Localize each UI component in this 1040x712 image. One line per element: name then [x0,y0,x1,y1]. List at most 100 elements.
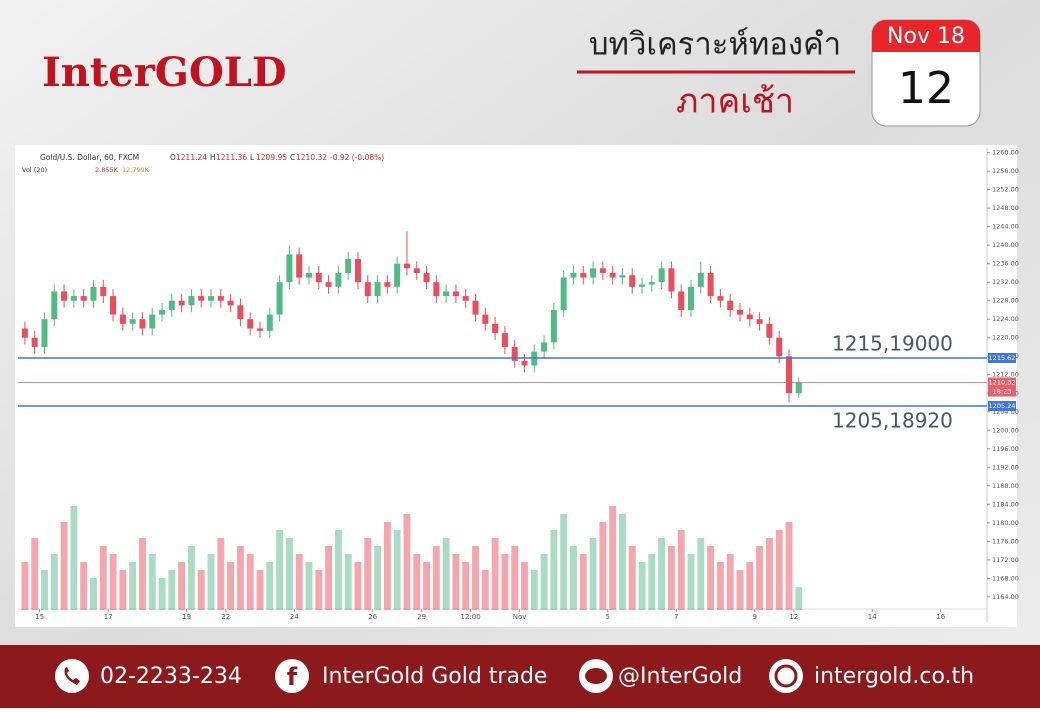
candle-body [237,305,244,320]
volume-bar [70,506,78,610]
volume-bar [393,530,401,610]
candle-body [149,314,156,329]
volume-bar [746,562,754,610]
candle-body [100,286,107,297]
volume-bar [677,530,685,610]
candle-body [560,277,567,310]
facebook: InterGold Gold trade [322,664,547,689]
volume-bar [119,570,127,610]
volume-bar [452,554,460,610]
candle-body [80,296,87,301]
volume-bar [491,538,499,610]
volume-bar [628,546,636,610]
footer-band [0,645,1040,708]
candle-body [688,286,695,310]
candle-body [41,319,48,347]
candle-body [178,300,185,306]
candle-body [188,296,195,306]
candle-body [668,268,675,292]
subtitle: ภาคเช้า [676,82,794,122]
volume-bar [403,514,411,610]
candle-body [51,291,58,320]
volume-bar [305,562,313,610]
volume-bar [668,546,675,610]
candle-body [756,319,763,324]
volume-bar [570,546,577,610]
facebook-icon [275,659,309,693]
candle-body [384,282,391,287]
ohlc-value: 1209.95 [256,153,287,162]
x-tick-label: 5 [606,613,610,621]
ohlc-key: L [250,153,255,162]
volume-bar [364,538,372,610]
candle-body [159,309,166,315]
volume-bar [246,554,254,610]
candle-body [247,319,254,329]
ohlc-value: 1210.32 [296,153,327,162]
y-tick-label: 1196.00 [992,445,1019,453]
volume-bar [374,546,381,610]
volume-bar [521,562,528,610]
candle-body [580,272,587,278]
candle-body [413,268,420,273]
change: -0.92 (-0.08%) [330,153,384,162]
candle-body [599,268,606,273]
volume-bar [334,530,342,610]
volume-bar [472,546,479,610]
candle-body [717,296,724,301]
candle-body [501,333,508,347]
candle-body [374,282,381,297]
price-label: 1215.62 [989,354,1016,362]
web: intergold.co.th [814,664,974,689]
x-tick-label: 7 [674,613,678,621]
ohlc-key: O [170,153,176,162]
volume-bar [41,570,48,610]
x-tick-label: Nov [513,613,527,621]
price-label: 1210.32 [989,379,1016,387]
y-tick-label: 1164.00 [992,593,1019,601]
candle-body [129,319,136,324]
web-glyph [774,664,798,688]
volume-bar [609,506,617,610]
volume-bar [99,546,107,610]
volume-bar [560,514,568,610]
phone-glyph [64,667,80,685]
volume-bar [60,522,68,610]
volume-bar [207,554,215,610]
line-glyph [585,668,607,684]
volume-bar [168,570,176,610]
chart: 1164.00 1168.00 1172.00 1176.00 1180.00 1184.… [18,148,1019,622]
x-tick-label: 19 [182,613,191,621]
volume-bar [550,530,558,610]
volume-bar [266,562,274,610]
phone-icon [55,659,89,693]
candle-body [423,272,430,283]
y-tick-label: 1232.00 [992,278,1019,286]
y-tick-label: 1200.00 [992,426,1019,434]
volume-bar [423,562,430,610]
candle-body [345,259,352,273]
candle-body [305,272,312,278]
volume-bar [462,562,470,610]
candle-body [462,296,469,301]
candle-body [335,272,342,287]
x-tick-label: 16 [936,613,945,621]
calendar-band [872,20,980,52]
candle-body [766,323,773,338]
brand: InterGOLD [42,49,287,96]
candle-body [266,314,273,331]
volume-bar [325,546,332,610]
volume-bar [109,554,117,610]
candle-body [354,259,361,283]
volume-bar [707,546,715,610]
candle-body [776,337,783,357]
volume-bar [227,562,235,610]
candle-body [286,254,293,283]
candle-body [257,328,263,331]
price-label-box [988,377,1016,397]
volume-bar [344,554,352,610]
candle-body [727,300,734,310]
candle-body [619,275,626,278]
candle-body [550,309,557,343]
volume-bar [530,570,538,610]
